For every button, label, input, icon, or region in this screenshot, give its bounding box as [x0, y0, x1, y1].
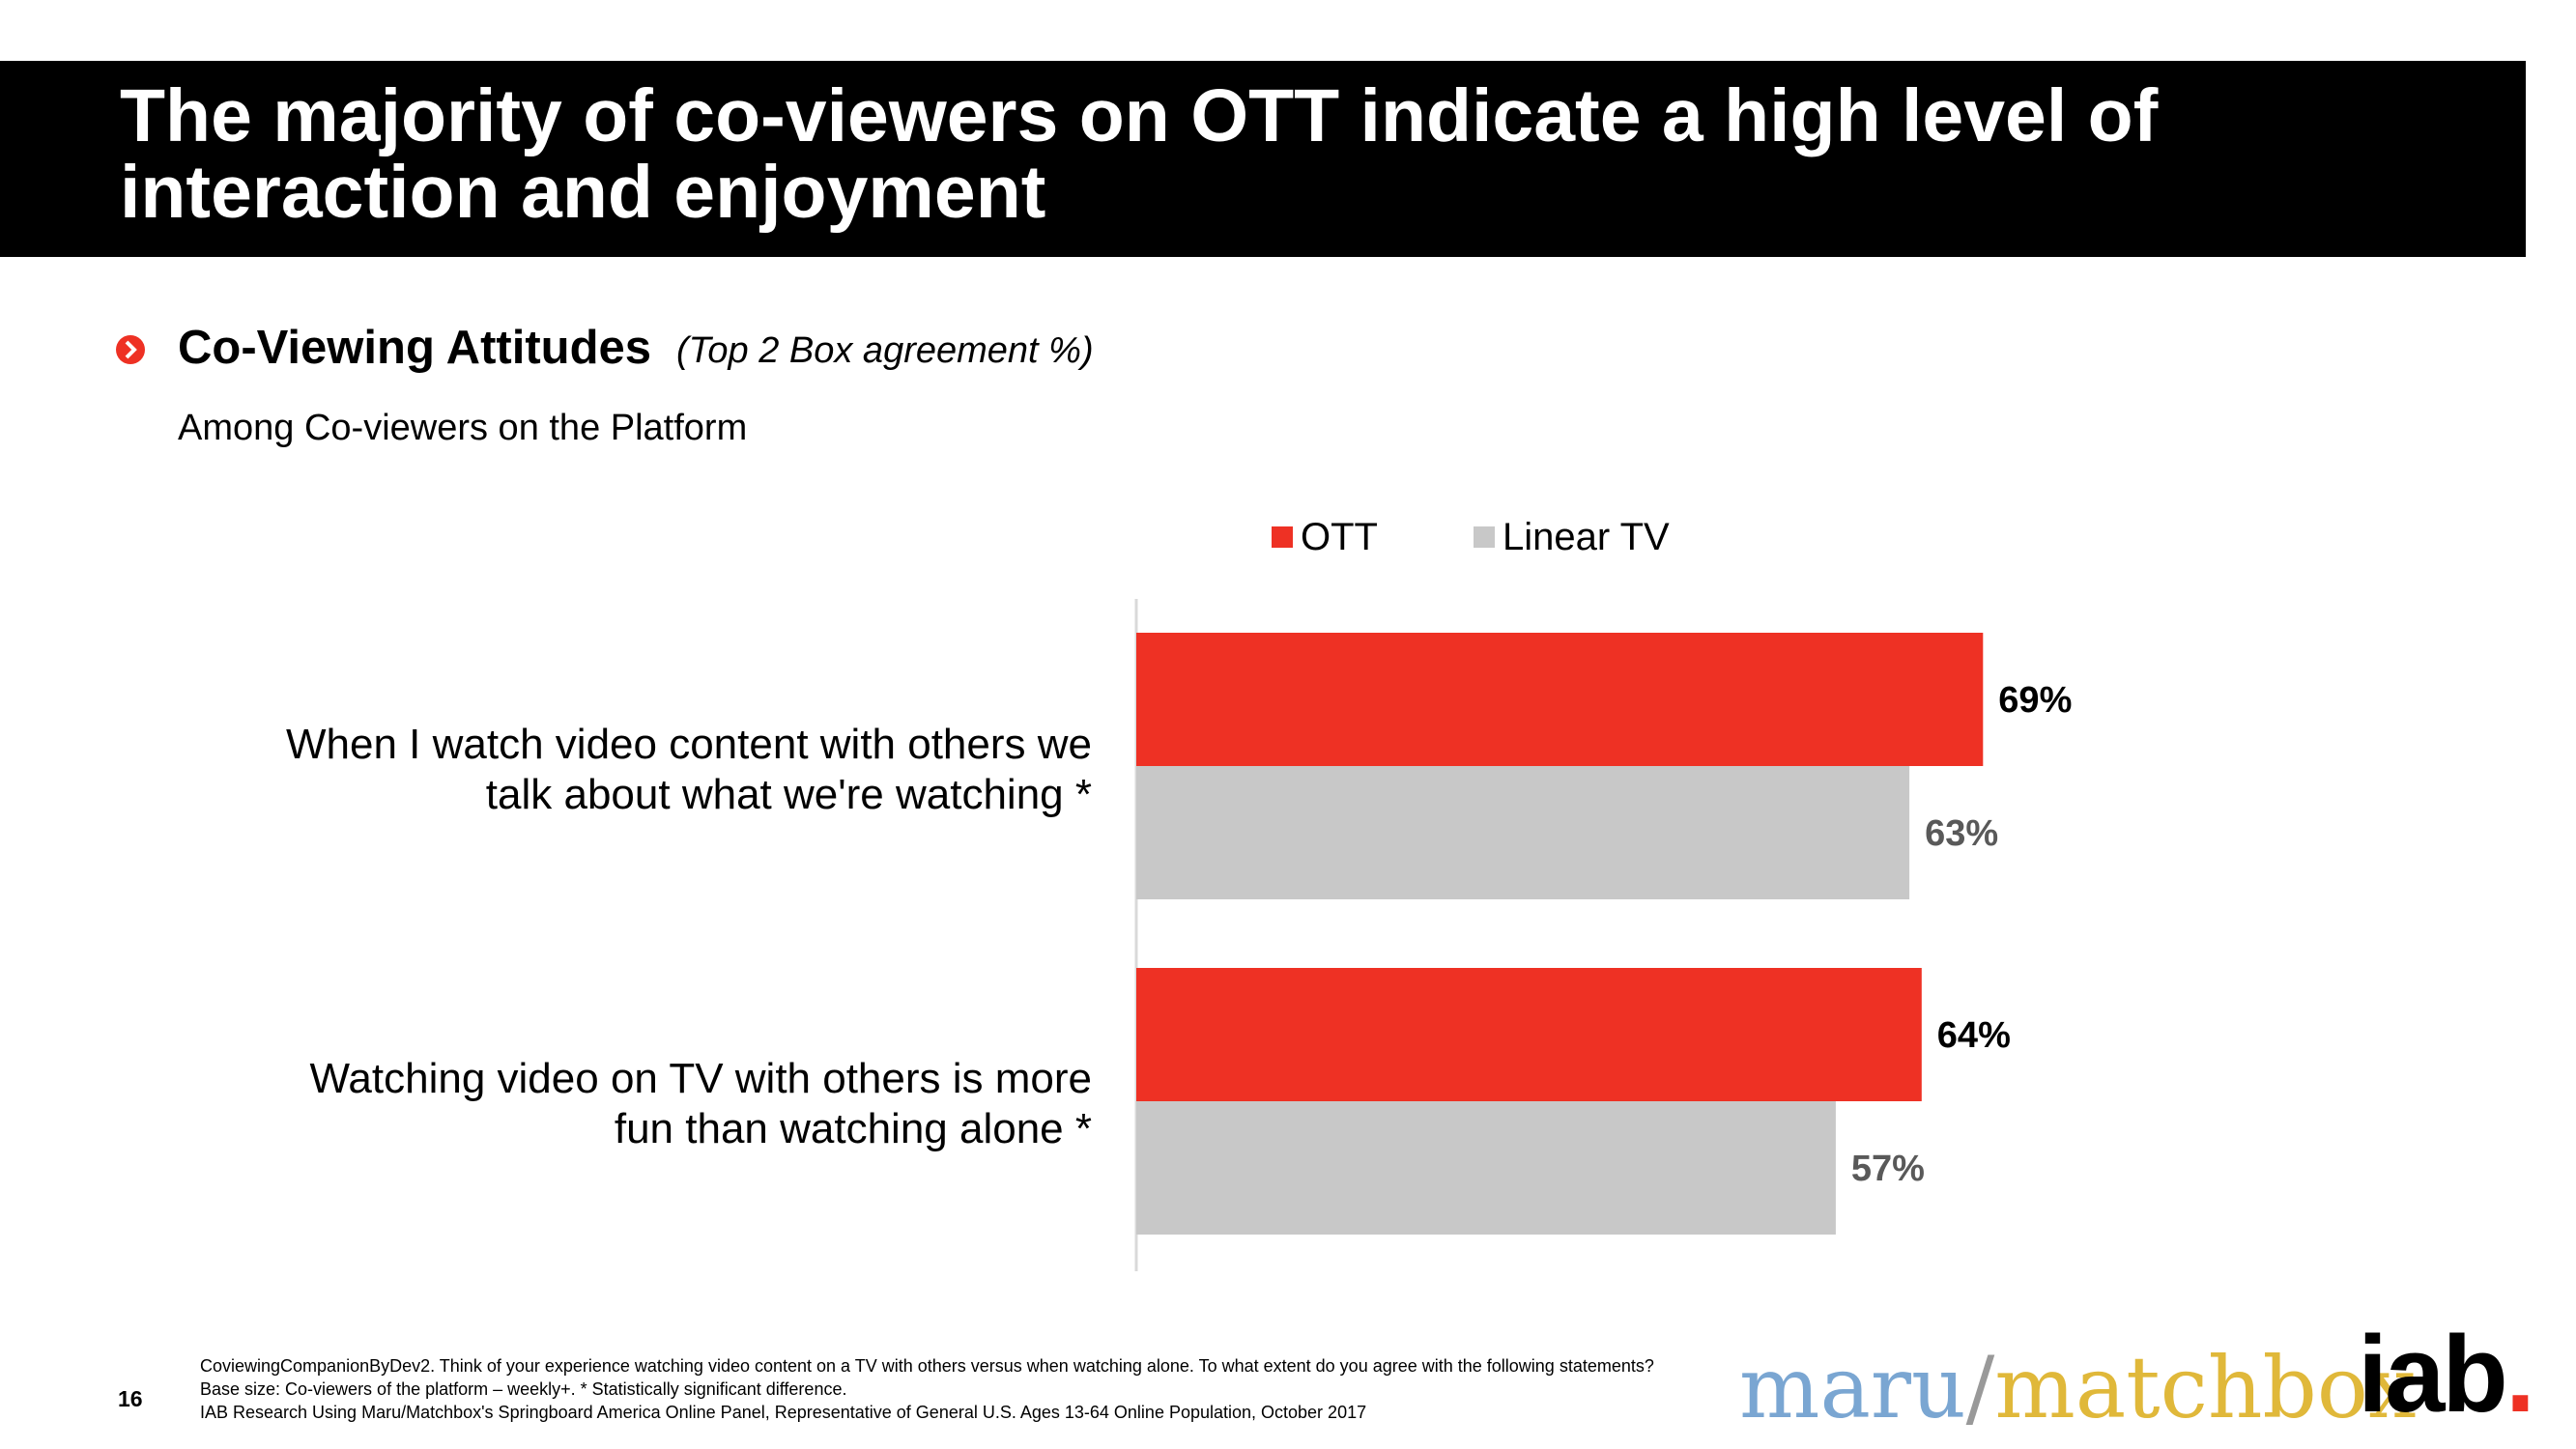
bar-ott-1 [1136, 633, 1984, 766]
footnote: CoviewingCompanionByDev2. Think of your … [200, 1354, 1707, 1424]
data-label-linear-tv-1: 63% [1925, 813, 1998, 854]
title-bar: The majority of co-viewers on OTT indica… [0, 61, 2526, 257]
footnote-line: IAB Research Using Maru/Matchbox's Sprin… [200, 1403, 1367, 1422]
chart-subtitle: Co-Viewing Attitudes [178, 322, 651, 374]
footnote-line: CoviewingCompanionByDev2. Think of your … [200, 1356, 1654, 1376]
category-label-talk: When I watch video content with others w… [193, 720, 1092, 820]
legend-label-ott: OTT [1301, 516, 1378, 558]
page-title: The majority of co-viewers on OTT indica… [120, 74, 2159, 234]
category-label-line: When I watch video content with others w… [286, 721, 1092, 768]
category-label-line: Watching video on TV with others is more [309, 1055, 1092, 1102]
data-label-ott-1: 69% [1998, 680, 2072, 721]
category-label-fun: Watching video on TV with others is more… [193, 1054, 1092, 1154]
legend-item-ott: OTT [1272, 516, 1378, 559]
data-label-linear-tv-2: 57% [1851, 1149, 1925, 1189]
legend-swatch-ott [1272, 526, 1293, 548]
bar-linear-tv-1 [1136, 766, 1910, 899]
chevron-right-icon [116, 335, 145, 364]
legend-label-linear-tv: Linear TV [1503, 516, 1670, 558]
chart-subtitle-note: (Top 2 Box agreement %) [676, 330, 1094, 371]
category-label-line: talk about what we're watching * [485, 771, 1092, 818]
data-label-ott-2: 64% [1937, 1015, 2011, 1056]
bar-linear-tv-2 [1136, 1101, 1836, 1235]
category-label-line: fun than watching alone * [614, 1105, 1092, 1152]
chart-base-description: Among Co-viewers on the Platform [178, 408, 748, 448]
maru-matchbox-logo: maru/matchbox [1739, 1338, 2417, 1437]
page-number: 16 [118, 1386, 143, 1411]
legend-swatch-linear-tv [1474, 526, 1495, 548]
iab-logo: iab. [2358, 1314, 2535, 1435]
legend-item-linear-tv: Linear TV [1474, 516, 1670, 559]
footnote-line: Base size: Co-viewers of the platform – … [200, 1379, 847, 1399]
bar-ott-2 [1136, 968, 1922, 1101]
